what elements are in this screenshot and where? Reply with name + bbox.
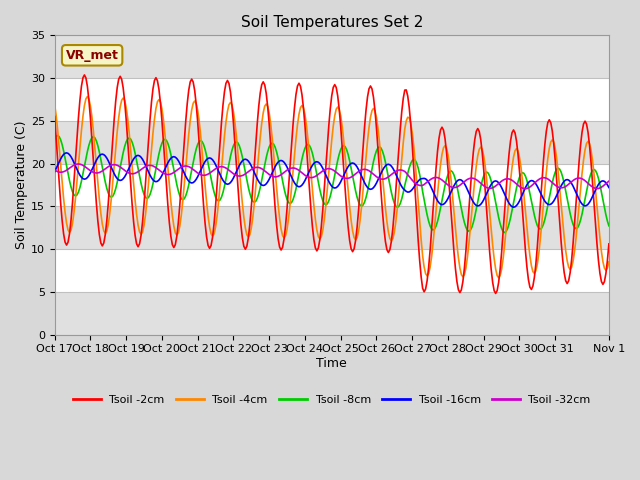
Bar [54,164,609,206]
Bar [54,206,609,249]
Y-axis label: Soil Temperature (C): Soil Temperature (C) [15,120,28,249]
Bar [54,249,609,292]
X-axis label: Time: Time [316,357,347,370]
Bar [54,36,609,78]
Title: Soil Temperatures Set 2: Soil Temperatures Set 2 [241,15,423,30]
Bar [54,78,609,121]
Text: VR_met: VR_met [66,49,118,62]
Legend: Tsoil -2cm, Tsoil -4cm, Tsoil -8cm, Tsoil -16cm, Tsoil -32cm: Tsoil -2cm, Tsoil -4cm, Tsoil -8cm, Tsoi… [68,391,595,410]
Bar [54,292,609,335]
Bar [54,121,609,164]
